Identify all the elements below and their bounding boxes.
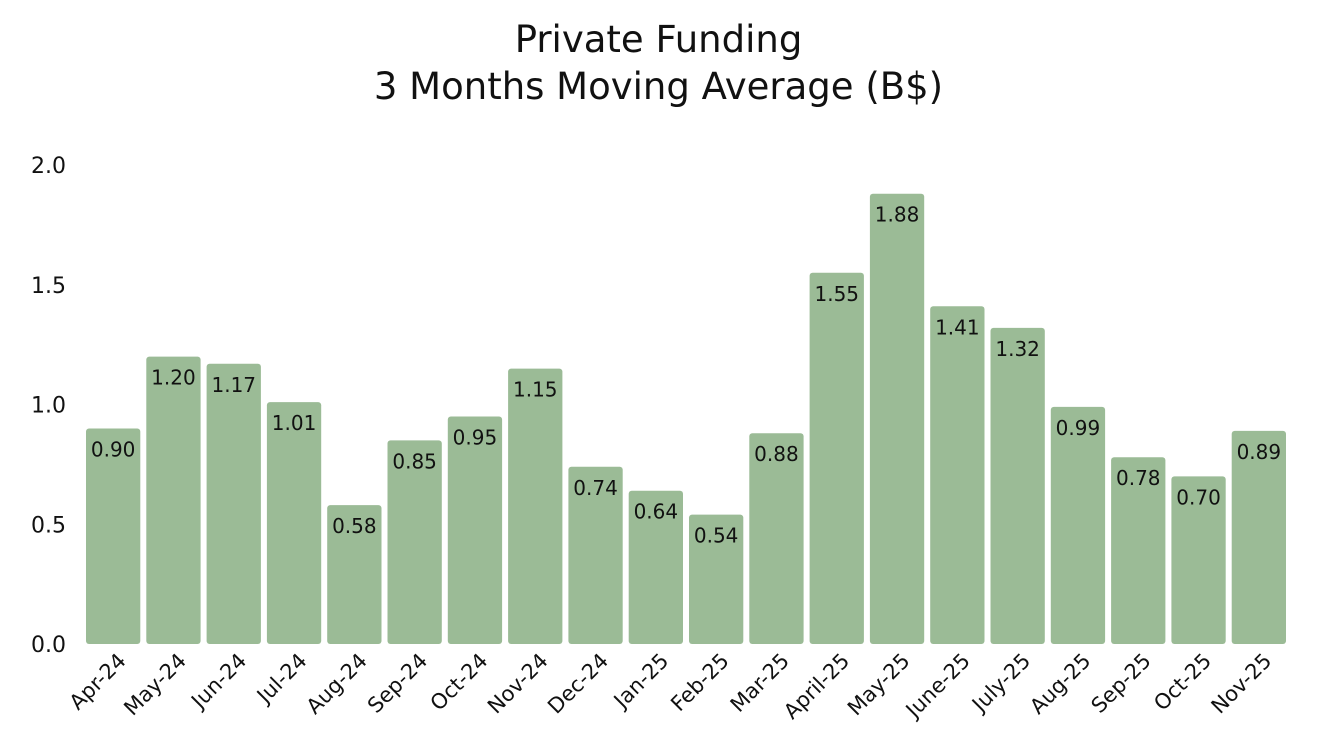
y-tick-label: 1.5: [31, 274, 66, 299]
x-tick-label: Nov-25: [1207, 649, 1277, 719]
data-label: 0.74: [573, 476, 618, 500]
x-tick-label: Oct-24: [426, 649, 493, 716]
data-label: 1.01: [272, 411, 317, 435]
y-tick-label: 0.0: [31, 633, 66, 658]
data-label: 0.54: [694, 524, 739, 548]
x-tick-label: Oct-25: [1149, 649, 1216, 716]
bar: [749, 433, 804, 644]
x-tick-label: May-24: [119, 649, 191, 721]
bar: [86, 428, 141, 644]
bars: [86, 193, 1286, 645]
bar: [206, 363, 261, 644]
bar: [327, 505, 382, 644]
data-label: 0.88: [754, 442, 799, 466]
data-label: 1.15: [513, 378, 558, 402]
x-tick-label: Feb-25: [666, 649, 734, 717]
bar: [930, 306, 985, 644]
chart-title: Private Funding: [514, 18, 803, 61]
x-tick-label: Jan-25: [608, 649, 674, 715]
x-tick-label: Dec-24: [543, 649, 613, 719]
data-label: 1.41: [935, 315, 980, 339]
data-label: 1.17: [211, 373, 256, 397]
x-tick-label: Aug-25: [1025, 649, 1095, 719]
bar: [447, 416, 503, 644]
y-tick-label: 2.0: [31, 154, 66, 179]
y-tick-label: 1.0: [31, 394, 66, 419]
data-label: 1.32: [995, 337, 1040, 361]
data-label: 0.99: [1056, 416, 1101, 440]
bar: [1111, 457, 1166, 644]
bar: [266, 402, 322, 644]
data-label: 0.58: [332, 514, 377, 538]
x-tick-label: Jun-24: [185, 649, 251, 715]
data-label: 0.90: [91, 437, 136, 461]
data-label: 0.89: [1237, 440, 1282, 464]
x-tick-label: Aug-24: [302, 649, 372, 719]
bar: [568, 466, 623, 644]
bar: [387, 440, 442, 644]
bar: [809, 272, 864, 644]
bar: [508, 368, 563, 644]
data-label: 0.64: [634, 500, 679, 524]
data-label: 0.85: [392, 449, 437, 473]
bar: [1231, 430, 1286, 644]
bar: [1050, 406, 1106, 644]
x-tick-label: May-25: [843, 649, 915, 721]
data-label: 1.55: [814, 282, 859, 306]
bar: [869, 193, 925, 645]
x-tick-label: June-25: [900, 649, 975, 724]
bar: [990, 327, 1045, 644]
x-tick-label: April-25: [779, 649, 854, 724]
chart-title-block: Private Funding 3 Months Moving Average …: [0, 16, 1317, 110]
bar: [1171, 476, 1226, 644]
bar: [146, 356, 201, 644]
bar: [689, 514, 744, 644]
y-tick-label: 0.5: [31, 513, 66, 538]
data-label: 0.78: [1116, 466, 1161, 490]
data-label: 1.20: [151, 366, 196, 390]
data-label: 1.88: [875, 203, 920, 227]
bar: [628, 490, 683, 644]
x-tick-label: Sep-25: [1087, 649, 1156, 718]
chart-subtitle: 3 Months Moving Average (B$): [373, 65, 944, 108]
x-tick-label: July-25: [966, 649, 1035, 718]
y-axis: 0.0 0.5 1.0 1.5 2.0: [31, 154, 66, 658]
x-tick-label: Nov-24: [483, 649, 553, 719]
data-label: 0.70: [1176, 485, 1221, 509]
x-tick-label: Sep-24: [363, 649, 432, 718]
data-labels: 0.90 1.20 1.17 1.01 0.58 0.85 0.95 1.15 0.74 0.64…: [91, 203, 1281, 548]
data-label: 0.95: [453, 425, 498, 449]
